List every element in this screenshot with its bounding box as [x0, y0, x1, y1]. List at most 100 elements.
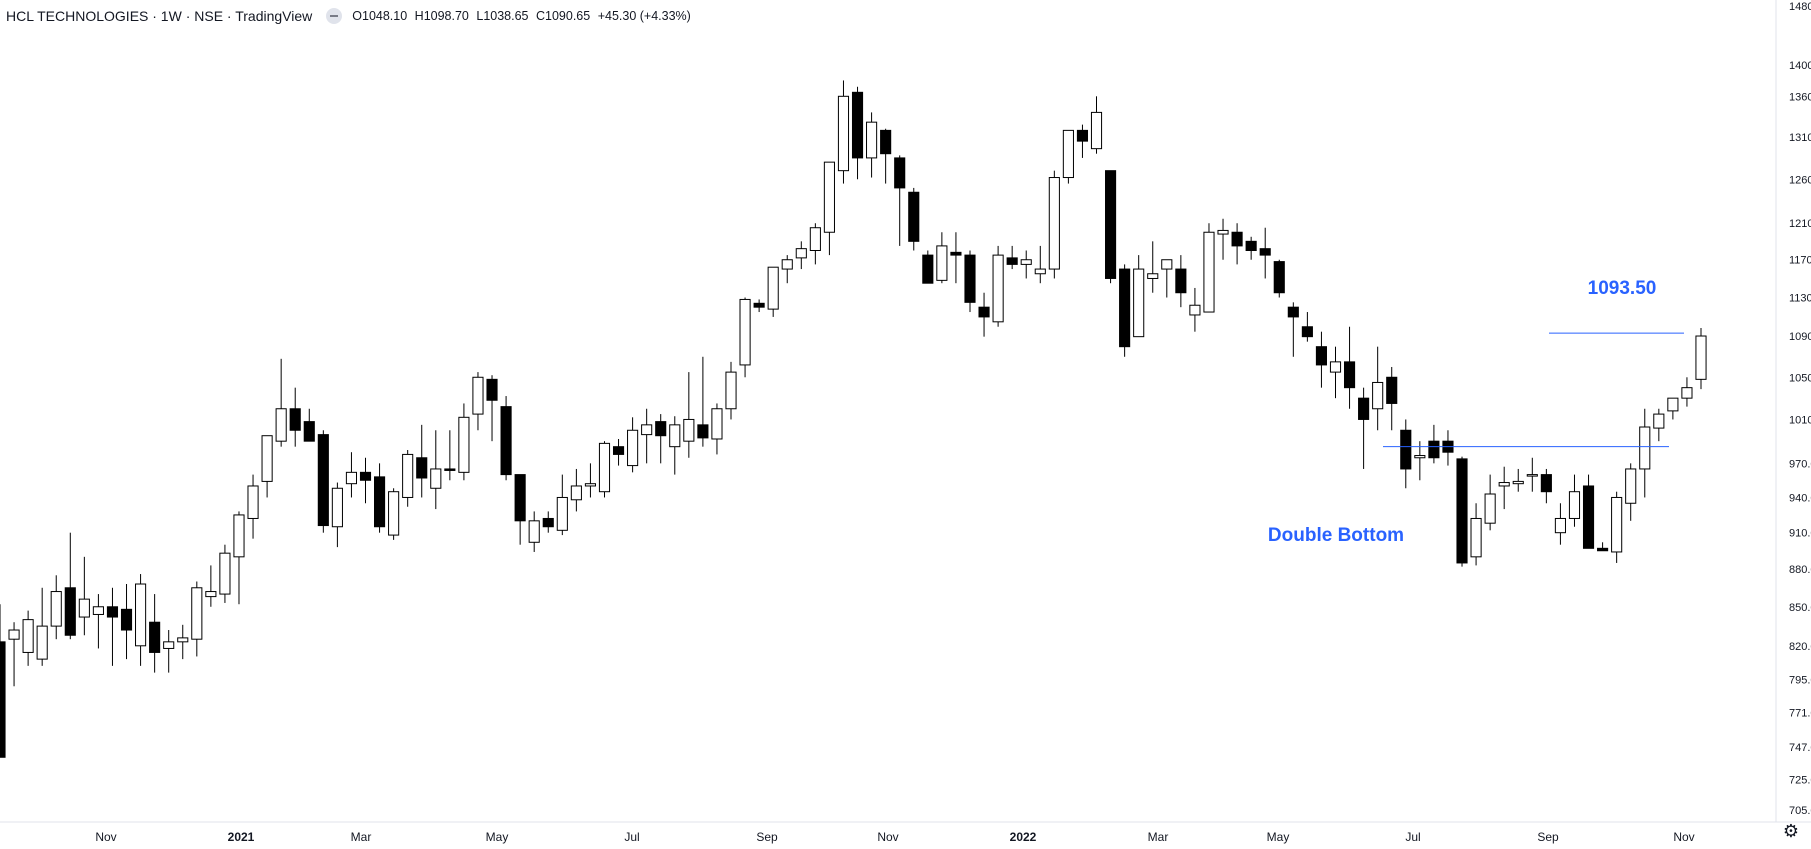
candle[interactable]	[345, 452, 358, 498]
candle[interactable]	[1358, 387, 1370, 469]
candle[interactable]	[430, 430, 442, 510]
candle[interactable]	[1428, 424, 1440, 464]
candle[interactable]	[1329, 346, 1342, 399]
candle[interactable]	[739, 297, 751, 378]
candle[interactable]	[64, 532, 76, 640]
candle[interactable]	[795, 241, 807, 270]
candle[interactable]	[1259, 227, 1271, 279]
pattern-annotation[interactable]: Double Bottom	[1268, 525, 1404, 546]
candle[interactable]	[1582, 474, 1595, 549]
candle[interactable]	[1161, 259, 1173, 298]
candle[interactable]	[908, 187, 920, 251]
candle[interactable]	[402, 449, 414, 507]
candle[interactable]	[1540, 468, 1552, 504]
candle[interactable]	[781, 255, 793, 284]
candle[interactable]	[514, 474, 526, 545]
candle[interactable]	[1062, 129, 1074, 184]
candle[interactable]	[809, 223, 821, 265]
candle[interactable]	[866, 112, 878, 178]
candle[interactable]	[837, 80, 850, 184]
candle[interactable]	[22, 610, 34, 666]
candle[interactable]	[894, 155, 906, 246]
candle[interactable]	[191, 581, 203, 657]
candle[interactable]	[1006, 245, 1018, 270]
candle[interactable]	[92, 594, 104, 649]
candle[interactable]	[135, 574, 147, 666]
candle[interactable]	[233, 511, 245, 605]
candle[interactable]	[1414, 441, 1426, 481]
candle[interactable]	[542, 511, 554, 533]
candle[interactable]	[725, 361, 737, 420]
candle[interactable]	[1273, 259, 1285, 298]
candle[interactable]	[1231, 223, 1243, 265]
candle[interactable]	[1245, 236, 1257, 260]
candle[interactable]	[992, 245, 1004, 327]
candle[interactable]	[1147, 241, 1159, 293]
candle[interactable]	[1020, 250, 1032, 279]
candle[interactable]	[1470, 503, 1482, 566]
candle[interactable]	[1611, 491, 1623, 563]
candle[interactable]	[1568, 474, 1581, 527]
candle[interactable]	[8, 622, 20, 687]
gear-icon[interactable]: ⚙	[1782, 821, 1800, 841]
candle[interactable]	[1667, 397, 1679, 420]
candle[interactable]	[1090, 96, 1103, 154]
candle[interactable]	[1386, 366, 1398, 431]
candle[interactable]	[922, 250, 934, 284]
candle[interactable]	[0, 604, 6, 758]
candle[interactable]	[669, 416, 681, 475]
candle[interactable]	[500, 396, 512, 481]
candle[interactable]	[78, 556, 90, 636]
candle[interactable]	[584, 463, 596, 498]
candle[interactable]	[106, 587, 119, 666]
candle[interactable]	[950, 232, 962, 284]
candle[interactable]	[627, 417, 639, 473]
candle[interactable]	[1301, 312, 1313, 342]
candle[interactable]	[163, 630, 175, 673]
eye-icon[interactable]	[326, 8, 343, 24]
candle[interactable]	[697, 356, 709, 447]
candle[interactable]	[570, 468, 582, 512]
candle[interactable]	[1343, 326, 1356, 409]
candle[interactable]	[458, 403, 470, 481]
candle[interactable]	[1639, 408, 1651, 498]
candle[interactable]	[1498, 466, 1510, 510]
candle[interactable]	[1526, 457, 1538, 492]
candle[interactable]	[880, 128, 892, 184]
candle[interactable]	[1372, 346, 1384, 431]
candle[interactable]	[1287, 302, 1299, 357]
candle[interactable]	[1442, 430, 1454, 466]
candle[interactable]	[823, 161, 835, 256]
candle[interactable]	[1681, 377, 1693, 407]
candle[interactable]	[275, 358, 287, 447]
candle[interactable]	[936, 232, 948, 284]
candle[interactable]	[36, 587, 48, 666]
candle[interactable]	[1554, 503, 1566, 545]
candle[interactable]	[289, 387, 301, 447]
candle[interactable]	[1076, 124, 1089, 158]
candle[interactable]	[683, 372, 695, 458]
candle[interactable]	[711, 403, 723, 455]
candle[interactable]	[149, 594, 161, 673]
candle[interactable]	[1400, 419, 1412, 489]
candle[interactable]	[247, 474, 259, 539]
time-axis[interactable]: Nov 2021 Mar May Jul Sep Nov 2022 Mar May Jul Sep No…	[95, 830, 1694, 844]
candle[interactable]	[641, 408, 653, 464]
candle[interactable]	[303, 408, 315, 442]
candle[interactable]	[753, 299, 765, 313]
price-annotation[interactable]: 1093.50	[1588, 278, 1657, 299]
candle[interactable]	[1119, 264, 1131, 357]
candle[interactable]	[444, 430, 456, 481]
candle[interactable]	[50, 575, 62, 640]
candle[interactable]	[486, 375, 498, 442]
candle[interactable]	[851, 86, 864, 180]
symbol-title[interactable]: HCL TECHNOLOGIES · 1W · NSE · TradingVie…	[6, 8, 313, 24]
candle[interactable]	[1484, 474, 1496, 531]
candle[interactable]	[1203, 223, 1215, 313]
candle[interactable]	[219, 544, 231, 603]
candle[interactable]	[1105, 170, 1117, 284]
candle[interactable]	[120, 584, 133, 660]
candle[interactable]	[556, 474, 568, 536]
candle[interactable]	[205, 565, 217, 607]
candle[interactable]	[177, 624, 189, 660]
